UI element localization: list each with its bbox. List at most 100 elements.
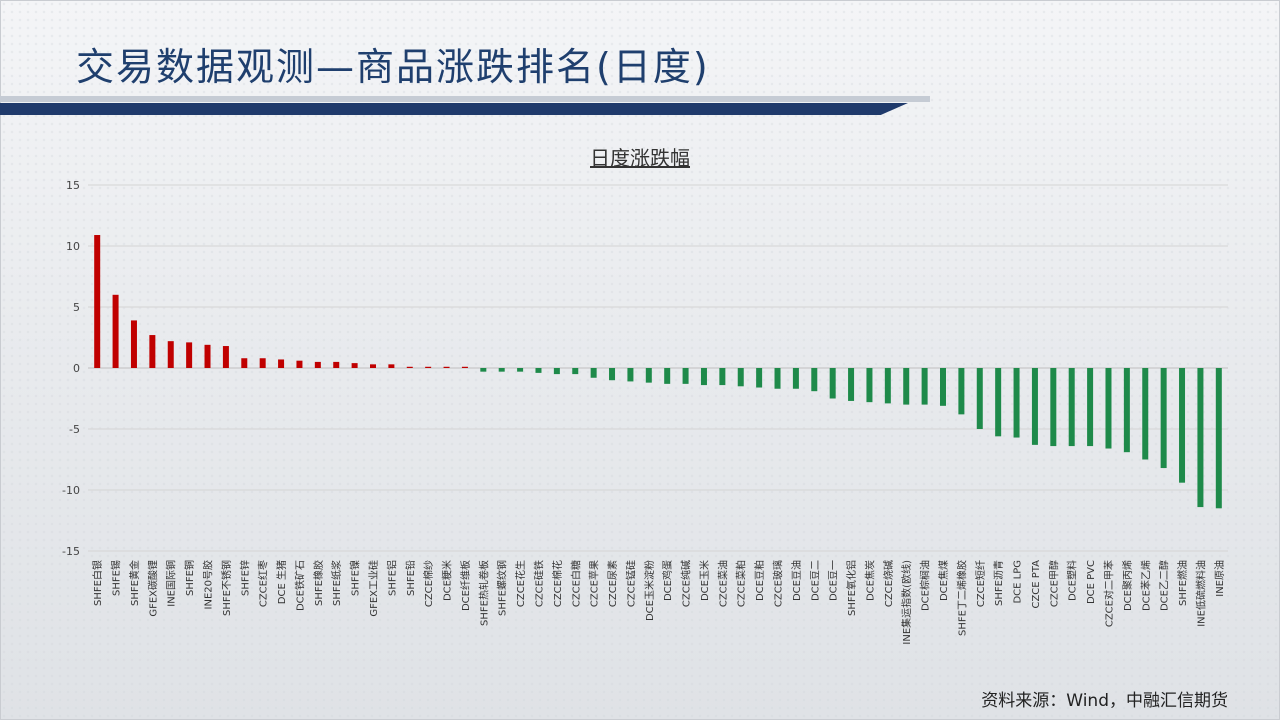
- bar: [958, 368, 965, 415]
- bar: [1197, 368, 1204, 508]
- bar: [204, 344, 211, 368]
- bar: [425, 366, 432, 368]
- x-tick-label: INE低硫燃料油: [1194, 560, 1207, 627]
- bar: [995, 368, 1002, 437]
- bar: [314, 361, 321, 368]
- x-tick-label: INE集运指数(欧线): [900, 560, 913, 645]
- bar: [149, 335, 156, 368]
- bar: [682, 368, 689, 384]
- bar: [535, 368, 542, 373]
- x-tick-label: CZCE烧碱: [882, 560, 895, 607]
- x-tick-label: DCE粳米: [441, 560, 454, 601]
- x-tick-label: DCE鸡蛋: [661, 560, 674, 601]
- bar: [222, 346, 229, 368]
- bar: [627, 368, 634, 382]
- x-tick-label: SHFE铅: [404, 560, 417, 596]
- bar: [480, 368, 487, 372]
- x-tick-label: SHFE锌: [238, 560, 251, 596]
- x-tick-label: DCE铁矿石: [293, 560, 306, 611]
- page-title: 交易数据观测—商品涨跌排名(日度): [76, 45, 710, 89]
- x-tick-label: DCE豆粕: [753, 560, 766, 601]
- bar: [130, 320, 137, 368]
- x-tick-label: SHFE沥青: [992, 560, 1005, 606]
- y-tick-label: 5: [73, 301, 80, 314]
- x-tick-label: GFEX工业硅: [367, 560, 380, 617]
- x-tick-label: CZCE短纤: [974, 560, 987, 607]
- bar: [553, 368, 560, 375]
- x-tick-label: DCE苯乙烯: [1139, 560, 1152, 611]
- bar: [333, 361, 340, 368]
- x-tick-label: DCE豆一: [828, 560, 840, 601]
- bar: [829, 368, 836, 399]
- x-tick-label: CZCE锰硅: [624, 560, 637, 607]
- x-tick-label: SHFE铝: [386, 560, 398, 596]
- x-tick-label: SHFE热轧卷板: [477, 560, 490, 626]
- x-tick-label: SHFE纸浆: [330, 560, 343, 606]
- bar: [792, 368, 799, 389]
- x-tick-label: DCE玉米淀粉: [643, 560, 656, 621]
- x-tick-label: DCE豆油: [790, 560, 803, 601]
- bar: [406, 366, 413, 368]
- bar: [590, 368, 597, 378]
- bar: [241, 358, 248, 368]
- bar: [1142, 368, 1149, 460]
- x-tick-label: CZCE菜粕: [735, 560, 748, 607]
- bar: [921, 368, 928, 405]
- bar: [848, 368, 855, 401]
- bar: [940, 368, 946, 406]
- x-tick-label: GFEX碳酸锂: [146, 560, 159, 617]
- bar: [112, 294, 119, 368]
- x-tick-label: SHFE不锈钢: [220, 560, 233, 616]
- bar: [737, 368, 744, 387]
- bar: [1068, 368, 1075, 447]
- bar: [94, 235, 101, 368]
- x-tick-label: DCE纤维板: [459, 560, 472, 611]
- x-tick-label: CZCE苹果: [588, 560, 601, 607]
- y-tick-label: -5: [69, 423, 80, 436]
- bar: [517, 368, 524, 372]
- x-tick-label: SHFE燃油: [1176, 560, 1189, 606]
- x-tick-label: SHFE螺纹钢: [496, 560, 509, 616]
- x-tick-label: INE原油: [1213, 560, 1226, 597]
- bar: [1215, 368, 1222, 509]
- x-tick-label: SHFE橡胶: [312, 560, 325, 606]
- x-tick-label: CZCE玻璃: [772, 560, 785, 607]
- bar: [645, 368, 652, 383]
- y-tick-label: -15: [62, 545, 80, 558]
- bar: [774, 368, 781, 389]
- x-tick-label: CZCE菜油: [716, 560, 729, 607]
- x-tick-label: DCE塑料: [1066, 560, 1079, 601]
- x-tick-label: DCE LPG: [1013, 560, 1024, 604]
- x-tick-label: DCE玉米: [698, 560, 711, 601]
- bar: [903, 368, 910, 405]
- bar: [259, 358, 266, 368]
- bar: [572, 368, 579, 375]
- x-tick-label: INE国际铜: [166, 560, 178, 607]
- x-tick-label: SHFE锡: [110, 560, 123, 596]
- x-tick-label: CZCE PTA: [1031, 560, 1042, 609]
- bar: [719, 368, 726, 386]
- bar: [186, 342, 193, 368]
- bar: [866, 368, 873, 403]
- bar: [884, 368, 891, 404]
- x-tick-label: SHFE铜: [184, 560, 196, 596]
- x-tick-label: CZCE对二甲苯: [1102, 560, 1115, 627]
- x-tick-label: CZCE红枣: [257, 560, 270, 607]
- source-note: 资料来源：Wind，中融汇信期货: [981, 691, 1228, 711]
- x-tick-label: INE20号胶: [202, 560, 215, 609]
- x-tick-label: DCE 生猪: [275, 560, 288, 604]
- x-tick-label: CZCE白糖: [569, 560, 582, 607]
- bar: [1050, 368, 1057, 447]
- x-tick-label: CZCE尿素: [606, 560, 619, 607]
- x-tick-label: DCE棕榈油: [919, 560, 932, 611]
- x-tick-label: CZCE棉花: [551, 560, 564, 607]
- bar: [700, 368, 707, 386]
- x-tick-label: CZCE纯碱: [680, 560, 693, 607]
- bar: [278, 359, 285, 368]
- bar: [1031, 368, 1038, 445]
- bar: [756, 368, 763, 388]
- y-tick-label: 15: [66, 179, 80, 192]
- bar: [609, 368, 616, 381]
- x-tick-label: CZCE硅铁: [532, 560, 545, 607]
